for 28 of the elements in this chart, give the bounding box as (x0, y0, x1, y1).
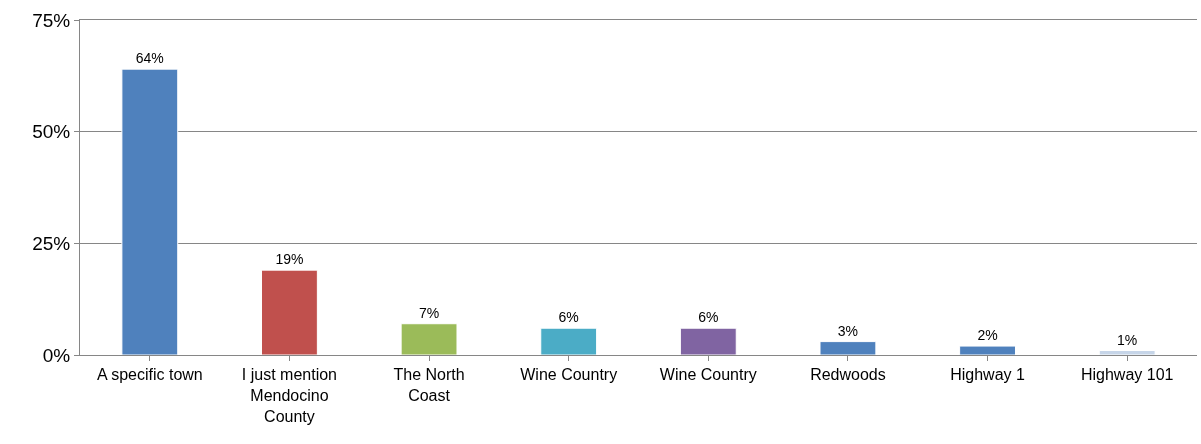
bar (261, 269, 318, 355)
bar (121, 68, 179, 355)
y-tick-label: 0% (42, 344, 71, 366)
bar (819, 341, 877, 355)
x-tick-label: Highway 101 (1080, 366, 1174, 384)
x-tick-label: A specific town (96, 366, 203, 384)
data-label: 6% (698, 309, 719, 326)
data-label: 64% (135, 50, 164, 67)
y-tick-label: 50% (32, 121, 71, 143)
data-label: 6% (558, 309, 579, 326)
y-tick-label: 75% (32, 9, 71, 31)
x-tick-label: Wine Country (520, 366, 618, 384)
data-label: 3% (837, 322, 859, 339)
x-tick-label: I just mention Mendocino County (241, 366, 338, 425)
x-tick-label: The North Coast (393, 366, 465, 404)
data-label: 19% (275, 251, 304, 268)
bar (1098, 350, 1156, 355)
bar (400, 323, 458, 355)
data-label: 2% (977, 327, 998, 344)
data-label: 7% (418, 304, 440, 321)
data-label: 1% (1117, 331, 1138, 348)
bar (959, 345, 1016, 355)
bar (540, 327, 598, 355)
x-tick-label: Wine Country (659, 366, 757, 384)
bar (679, 327, 737, 355)
x-tick-label: Redwoods (810, 366, 886, 384)
x-tick-label: Highway 1 (950, 366, 1026, 384)
y-tick-label: 25% (32, 232, 71, 254)
